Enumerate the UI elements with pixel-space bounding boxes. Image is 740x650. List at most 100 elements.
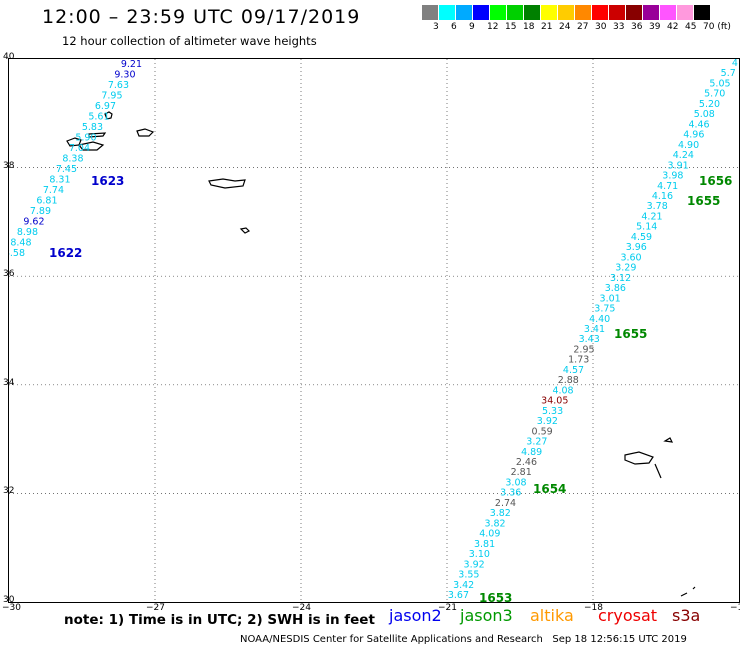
- legend-swatch: [422, 5, 439, 20]
- wave-height-value: 4.08: [552, 385, 573, 396]
- island-faial: [66, 137, 82, 147]
- island-santa-maria: [239, 227, 251, 234]
- mission-jason3: jason3: [460, 606, 513, 625]
- wave-height-value: 5.83: [82, 122, 103, 133]
- legend-swatch: [626, 5, 643, 20]
- island-flores: [104, 111, 113, 120]
- wave-height-value: 2.88: [558, 375, 579, 386]
- mission-s3a: s3a: [672, 606, 701, 625]
- wave-height-value: 7.95: [101, 91, 122, 102]
- island-sao-jorge: [88, 132, 107, 138]
- legend-label: 9: [469, 22, 475, 32]
- footer-note: note: 1) Time is in UTC; 2) SWH is in fe…: [64, 612, 375, 628]
- wave-height-value: 3.86: [605, 283, 626, 294]
- longitude-label: −21: [438, 603, 457, 613]
- wave-height-value: 4.90: [678, 140, 699, 151]
- wave-height-value: 3.12: [610, 273, 631, 284]
- wave-height-value: 3.55: [458, 570, 479, 581]
- longitude-label: −15: [730, 603, 740, 613]
- track-time-label: 1655: [687, 194, 720, 208]
- wave-height-value: 9.30: [114, 70, 135, 81]
- wave-height-value: 3.98: [662, 171, 683, 182]
- wave-height-value: 8.38: [62, 154, 83, 165]
- track-time-label: 1656: [699, 174, 732, 188]
- island-pico: [77, 141, 105, 151]
- wave-height-value: 3.08: [505, 477, 526, 488]
- wave-height-value: 3.42: [453, 580, 474, 591]
- mission-jason2: jason2: [389, 606, 442, 625]
- wave-height-value: 6.97: [95, 101, 116, 112]
- legend-swatch: [456, 5, 473, 20]
- map-plot-area: 9.21 9.30 7.63 7.95 6.97 5.61 5.83 5.90 7.04 8.38…: [8, 58, 740, 603]
- legend-label: 33: [613, 22, 625, 32]
- track-time-label: 1654: [533, 482, 566, 496]
- track-time-label: 1653: [479, 591, 512, 602]
- island-porto-santo: [663, 437, 674, 443]
- latitude-label: 40: [3, 52, 15, 62]
- wave-height-value: 6.81: [36, 196, 57, 207]
- legend-swatch: [439, 5, 456, 20]
- wave-height-value: 34.05: [541, 396, 568, 407]
- wave-height-value: 3.81: [474, 539, 495, 550]
- legend-swatch: [541, 5, 558, 20]
- wave-height-value: 5.33: [542, 406, 563, 417]
- wave-height-value: 4.71: [657, 181, 678, 192]
- wave-height-value: 3.43: [579, 334, 600, 345]
- legend-swatch: [575, 5, 592, 20]
- legend-label: 15: [505, 22, 517, 32]
- latitude-label: 30: [3, 595, 15, 605]
- wave-height-value: 3.41: [584, 324, 605, 335]
- longitude-label: −27: [146, 603, 165, 613]
- credit-timestamp: Sep 18 12:56:15 UTC 2019: [552, 634, 687, 645]
- wave-height-value: 7.63: [108, 80, 129, 91]
- track-time-label: 1623: [91, 174, 124, 188]
- wave-height-value: 3.75: [594, 304, 615, 315]
- wave-height-tracks: 9.219.307.637.956.975.615.835.907.048.38…: [9, 59, 739, 602]
- legend-label: 18: [523, 22, 535, 32]
- wave-height-value: 5.14: [636, 222, 657, 233]
- wave-height-value: 3.92: [537, 416, 558, 427]
- wave-height-value: 3.27: [526, 437, 547, 448]
- wave-height-value: 2.46: [516, 457, 537, 468]
- latitude-label: 34: [3, 377, 15, 388]
- legend-label: 45: [685, 22, 697, 32]
- wave-height-value: 4.21: [641, 211, 662, 222]
- color-scale-labels: 3 6 9 12 15 18 21 24 27 30 33 36 39 42 45 70 (ft): [422, 22, 740, 34]
- island-desertas: [654, 463, 662, 479]
- wave-height-value: 3.82: [484, 518, 505, 529]
- legend-label: 70 (ft): [703, 22, 731, 32]
- wave-height-value: 2.95: [573, 344, 594, 355]
- legend-swatch: [677, 5, 694, 20]
- wave-height-value: 3.01: [600, 293, 621, 304]
- latitude-label: 32: [3, 486, 15, 497]
- wave-height-value: 7.45: [56, 164, 77, 175]
- legend-label: 21: [541, 22, 553, 32]
- island-sao-miguel: [208, 178, 246, 189]
- islands: [66, 111, 696, 597]
- legend-swatch: [592, 5, 609, 20]
- wave-height-value: 4.24: [673, 150, 694, 161]
- wave-height-value: 8.58: [9, 248, 25, 259]
- map-subtitle: 12 hour collection of altimeter wave hei…: [62, 34, 317, 48]
- mission-altika: altika: [530, 606, 574, 625]
- latitude-label: 38: [3, 160, 15, 171]
- credit-text: NOAA/NESDIS Center for Satellite Applica…: [240, 634, 543, 645]
- longitude-label: −24: [292, 603, 311, 613]
- wave-height-value: 4.16: [652, 191, 673, 202]
- wave-height-value: 7.74: [43, 185, 64, 196]
- longitude-label: −30: [2, 603, 21, 613]
- wave-height-value: 8.31: [49, 175, 70, 186]
- legend-swatch: [473, 5, 490, 20]
- wave-height-value: 1.73: [568, 355, 589, 366]
- wave-height-value: 7.04: [69, 143, 90, 154]
- legend-swatch: [524, 5, 541, 20]
- wave-height-value: 2.81: [511, 467, 532, 478]
- map-title: 12:00 – 23:59 UTC 09/17/2019: [42, 6, 361, 28]
- wave-height-value: 3.36: [500, 488, 521, 499]
- legend-swatch: [643, 5, 660, 20]
- wave-height-value: 0.59: [532, 426, 553, 437]
- legend-swatch: [609, 5, 626, 20]
- island-canary-fragment: [680, 586, 696, 597]
- wave-height-value: 4.40: [589, 314, 610, 325]
- longitude-label: −18: [584, 603, 603, 613]
